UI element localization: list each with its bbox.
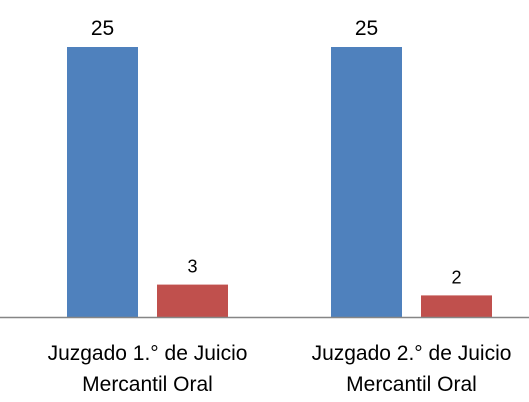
data-label-series-2-category-1: 3	[187, 257, 197, 277]
data-labels-group: 25 3 25 2	[91, 17, 462, 287]
category-label-1-line-1: Juzgado 1.° de Juicio	[47, 342, 248, 365]
category-label-1-line-2: Mercantil Oral	[82, 373, 213, 396]
data-label-series-1-category-2: 25	[355, 17, 378, 40]
category-label-2-line-2: Mercantil Oral	[346, 373, 477, 396]
bar-series-1-category-1	[67, 47, 138, 317]
category-label-1: Juzgado 1.° de Juicio Mercantil Oral	[28, 338, 268, 400]
bar-series-2-category-1	[157, 284, 228, 317]
bar-series-2-category-2	[421, 295, 492, 317]
bars-group	[67, 47, 492, 317]
bar-series-1-category-2	[331, 47, 402, 317]
data-label-series-2-category-2: 2	[451, 267, 461, 287]
data-label-series-1-category-1: 25	[91, 17, 114, 40]
category-label-2: Juzgado 2.° de Juicio Mercantil Oral	[292, 338, 529, 400]
category-label-2-line-1: Juzgado 2.° de Juicio	[311, 342, 512, 365]
